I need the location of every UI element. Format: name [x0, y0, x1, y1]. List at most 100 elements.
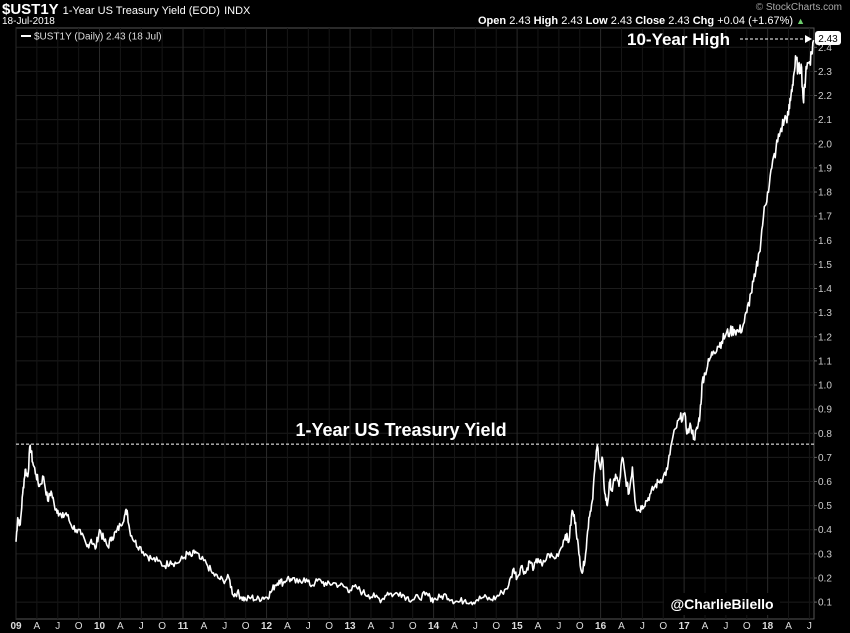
x-tick-label: O	[158, 621, 166, 632]
x-tick-label: 11	[178, 621, 189, 632]
x-tick-label: A	[535, 621, 542, 632]
exchange: INDX	[224, 5, 251, 17]
x-tick-label: O	[242, 621, 250, 632]
credit-label: @CharlieBilello	[670, 596, 773, 612]
x-tick-label: J	[55, 621, 60, 632]
last-value-box	[815, 31, 841, 45]
y-tick-label: 2.4	[818, 43, 832, 54]
y-tick-label: 0.5	[818, 501, 832, 512]
x-tick-label: J	[640, 621, 645, 632]
gridlines	[15, 28, 814, 619]
x-tick-label: J	[389, 621, 394, 632]
y-tick-label: 2.2	[818, 91, 832, 102]
low-value: 2.43	[610, 15, 633, 27]
series-title: 1-Year US Treasury Yield	[295, 420, 506, 440]
open-value: 2.43	[509, 15, 531, 27]
x-tick-label: A	[618, 621, 625, 632]
chart-header: $UST1Y 1-Year US Treasury Yield (EOD) IN…	[0, 0, 850, 30]
y-tick-label: 1.1	[818, 356, 832, 367]
y-tick-label: 1.5	[818, 260, 832, 271]
y-tick-label: 2.1	[818, 115, 832, 126]
y-tick-label: 0.8	[818, 429, 832, 440]
x-tick-label: 09	[10, 621, 22, 632]
symbol-description: 1-Year US Treasury Yield (EOD)	[62, 5, 220, 17]
y-tick-label: 1.3	[818, 308, 832, 319]
chg-value: +0.04 (+1.67%)	[717, 15, 794, 27]
y-tick-label: 2.0	[818, 139, 832, 150]
open-label: Open	[478, 15, 507, 27]
arrow-right-icon	[805, 35, 812, 43]
close-value: 2.43	[668, 15, 690, 27]
y-tick-label: 0.2	[818, 573, 832, 584]
plot-frame	[15, 27, 815, 620]
ten-year-high-label: 10-Year High	[627, 30, 730, 49]
chg-label: Chg	[692, 15, 715, 27]
yield-series-line	[15, 39, 815, 606]
x-tick-label: 17	[679, 621, 691, 632]
quote-date: 18-Jul-2018	[2, 16, 55, 27]
x-tick-label: O	[325, 621, 333, 632]
x-tick-label: O	[576, 621, 584, 632]
y-tick-label: 1.7	[818, 212, 832, 223]
x-tick-label: 16	[595, 621, 607, 632]
last-value-text: 2.43	[818, 34, 838, 45]
x-tick-label: 13	[345, 621, 357, 632]
y-tick-label: 1.8	[818, 188, 832, 199]
x-axis-ticks: 09 A J O 10 A J O 11 A J O 12 A J O 13 A J O 14 A J O 15 A J O 16 A J O…	[10, 621, 811, 632]
x-tick-label: A	[368, 621, 375, 632]
legend-text: $UST1Y (Daily) 2.43 (18 Jul)	[34, 32, 162, 43]
x-tick-label: 10	[94, 621, 106, 632]
y-tick-label: 1.6	[818, 236, 832, 247]
high-label: High	[533, 15, 559, 27]
x-tick-label: J	[556, 621, 561, 632]
y-tick-label: 2.3	[818, 67, 832, 78]
y-tick-label: 0.9	[818, 405, 832, 416]
x-tick-label: A	[117, 621, 124, 632]
x-tick-label: J	[139, 621, 144, 632]
x-tick-label: 14	[428, 621, 440, 632]
ten-year-high-annotation: 10-Year High	[627, 30, 812, 49]
x-tick-label: J	[723, 621, 728, 632]
x-tick-label: J	[222, 621, 227, 632]
x-tick-label: O	[743, 621, 751, 632]
x-tick-label: J	[306, 621, 311, 632]
legend: $UST1Y (Daily) 2.43 (18 Jul)	[21, 32, 162, 43]
y-tick-label: 0.3	[818, 549, 832, 560]
x-tick-label: A	[34, 621, 41, 632]
x-tick-label: O	[409, 621, 417, 632]
x-tick-label: O	[75, 621, 83, 632]
x-tick-label: A	[702, 621, 709, 632]
y-tick-label: 0.6	[818, 477, 832, 488]
y-tick-label: 0.7	[818, 453, 832, 464]
copyright-icon: ©	[755, 2, 764, 13]
y-tick-label: 0.4	[818, 525, 832, 536]
x-tick-label: O	[659, 621, 667, 632]
x-tick-label: 18	[762, 621, 774, 632]
x-tick-label: A	[201, 621, 208, 632]
x-tick-label: J	[807, 621, 812, 632]
x-tick-label: J	[473, 621, 478, 632]
y-axis-ticks: 0.1 0.2 0.3 0.4 0.5 0.6 0.7 0.8 0.9 1.0 1.1 1.2 1.3 1…	[814, 43, 832, 609]
brand-name: StockCharts.com	[765, 2, 842, 13]
y-tick-label: 0.1	[818, 598, 832, 609]
x-tick-label: A	[451, 621, 458, 632]
y-tick-label: 1.9	[818, 163, 832, 174]
high-value: 2.43	[561, 15, 583, 27]
credit-box	[664, 593, 780, 615]
x-tick-label: 15	[512, 621, 524, 632]
y-tick-label: 1.0	[818, 381, 832, 392]
low-label: Low	[585, 15, 608, 27]
x-tick-label: 12	[261, 621, 273, 632]
ohlc-readout: Open 2.43 High 2.43 Low 2.43 Close 2.43 …	[478, 15, 805, 27]
y-tick-label: 1.4	[818, 284, 832, 295]
close-label: Close	[635, 15, 666, 27]
x-tick-label: A	[785, 621, 792, 632]
x-tick-label: A	[284, 621, 291, 632]
brand-watermark: © StockCharts.com	[756, 2, 842, 13]
symbol: $UST1Y	[2, 1, 59, 18]
y-tick-label: 1.2	[818, 332, 832, 343]
symbol-title: $UST1Y 1-Year US Treasury Yield (EOD) IN…	[2, 1, 250, 18]
last-value-badge: 2.43	[815, 31, 841, 45]
x-tick-label: O	[492, 621, 500, 632]
